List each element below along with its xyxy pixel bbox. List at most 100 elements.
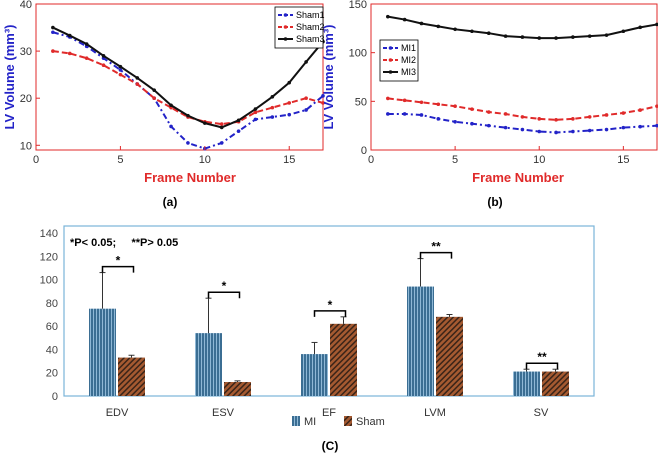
b-point-mi1 <box>537 129 542 134</box>
a-point-sham1 <box>270 115 275 119</box>
a-point-sham1 <box>321 94 325 98</box>
a-point-sham1 <box>51 30 55 35</box>
b-point-mi2 <box>520 115 525 119</box>
b-xtick-label: 5 <box>452 154 458 166</box>
b-point-mi2 <box>604 113 609 117</box>
a-point-sham2 <box>84 56 89 60</box>
a-point-sham1 <box>236 129 241 133</box>
b-legend-marker <box>388 58 393 62</box>
b-point-mi2 <box>638 108 642 112</box>
b-point-mi3 <box>587 34 592 38</box>
panel-b-ylabel: LV Volume (mm³) <box>321 25 336 130</box>
b-point-mi2 <box>386 96 390 101</box>
significance-bracket <box>207 291 241 299</box>
b-point-mi3 <box>604 33 609 37</box>
b-point-mi3 <box>571 35 575 39</box>
a-point-sham1 <box>186 141 190 145</box>
a-point-sham3 <box>84 42 89 46</box>
bar-mi-edv <box>89 308 116 396</box>
b-point-mi1 <box>402 112 407 116</box>
b-ytick-label: 150 <box>349 0 367 11</box>
panel-c-caption: (C) <box>322 439 339 453</box>
a-legend-marker <box>283 13 288 17</box>
b-point-mi3 <box>554 36 558 40</box>
significance-bracket <box>313 310 347 317</box>
a-point-sham3 <box>152 88 156 92</box>
bar-sham-edv <box>118 357 145 396</box>
b-point-mi3 <box>453 27 457 32</box>
b-point-mi1 <box>486 123 491 128</box>
a-point-sham1 <box>287 112 292 117</box>
bar-mi-lvm <box>407 286 434 396</box>
a-point-sham1 <box>304 108 308 112</box>
b-point-mi2 <box>587 115 592 119</box>
a-point-sham1 <box>169 124 173 129</box>
a-legend-marker <box>283 25 288 29</box>
a-legend-box <box>274 6 324 49</box>
b-point-mi3 <box>486 31 491 35</box>
bar-sham-sv <box>542 371 569 396</box>
a-point-sham3 <box>304 60 308 64</box>
a-point-sham3 <box>101 54 106 58</box>
b-point-mi2 <box>419 100 424 105</box>
significance-bracket <box>419 251 453 259</box>
panel-b-frame <box>370 3 658 151</box>
b-point-mi3 <box>436 24 441 29</box>
legend-label-mi: MI <box>304 416 316 428</box>
b-point-mi3 <box>621 29 626 34</box>
c-ytick-label: 0 <box>52 391 58 403</box>
c-ytick-label: 140 <box>40 228 58 240</box>
b-point-mi1 <box>638 124 642 129</box>
a-point-sham3 <box>287 80 292 85</box>
a-point-sham2 <box>287 101 292 105</box>
c-ytick-label: 120 <box>40 251 58 263</box>
c-ytick-label: 20 <box>46 368 58 380</box>
b-point-mi2 <box>503 112 508 116</box>
b-point-mi3 <box>402 17 407 22</box>
legend-swatch-mi <box>292 416 300 426</box>
a-point-sham3 <box>270 94 275 99</box>
a-xtick-label: 10 <box>199 154 211 166</box>
a-point-sham3 <box>67 33 72 38</box>
b-legend-label: MI1 <box>401 43 416 53</box>
c-ytick-label: 40 <box>46 344 58 356</box>
a-legend-marker <box>283 37 288 41</box>
c-ytick-label: 60 <box>46 321 58 333</box>
a-point-sham2 <box>270 105 275 110</box>
panel-a-xlabel: Frame Number <box>144 170 236 185</box>
a-point-sham1 <box>253 117 258 122</box>
a-point-sham3 <box>169 103 173 108</box>
b-point-mi3 <box>386 14 390 19</box>
a-point-sham2 <box>135 82 140 86</box>
b-ytick-label: 50 <box>355 96 367 108</box>
a-legend-label: Sham2 <box>296 22 325 32</box>
b-series-mi3 <box>387 15 658 40</box>
a-point-sham2 <box>101 63 106 68</box>
a-point-sham3 <box>203 121 207 125</box>
a-point-sham1 <box>118 68 123 72</box>
c-ytick-label: 80 <box>46 298 58 310</box>
b-xtick-label: 0 <box>368 154 374 166</box>
b-point-mi3 <box>638 25 642 30</box>
b-point-mi2 <box>655 104 658 108</box>
bar-mi-ef <box>301 354 328 396</box>
b-point-mi2 <box>621 111 626 115</box>
bar-sham-esv <box>224 382 251 396</box>
b-point-mi1 <box>470 121 474 126</box>
a-ytick-label: 20 <box>20 93 32 105</box>
a-point-sham2 <box>67 51 72 56</box>
panel-b-legend: MI1 MI2 MI3 <box>379 39 419 82</box>
b-point-mi3 <box>470 29 474 34</box>
significance-bracket <box>525 362 559 370</box>
a-point-sham2 <box>321 101 325 105</box>
b-point-mi1 <box>453 119 457 124</box>
b-point-mi1 <box>554 130 558 135</box>
significance-mark: ** <box>537 350 547 364</box>
b-ytick-label: 100 <box>349 48 367 60</box>
b-point-mi1 <box>386 112 390 116</box>
b-point-mi2 <box>436 102 441 107</box>
category-label: LVM <box>424 407 446 419</box>
a-series-sham2 <box>52 50 324 126</box>
